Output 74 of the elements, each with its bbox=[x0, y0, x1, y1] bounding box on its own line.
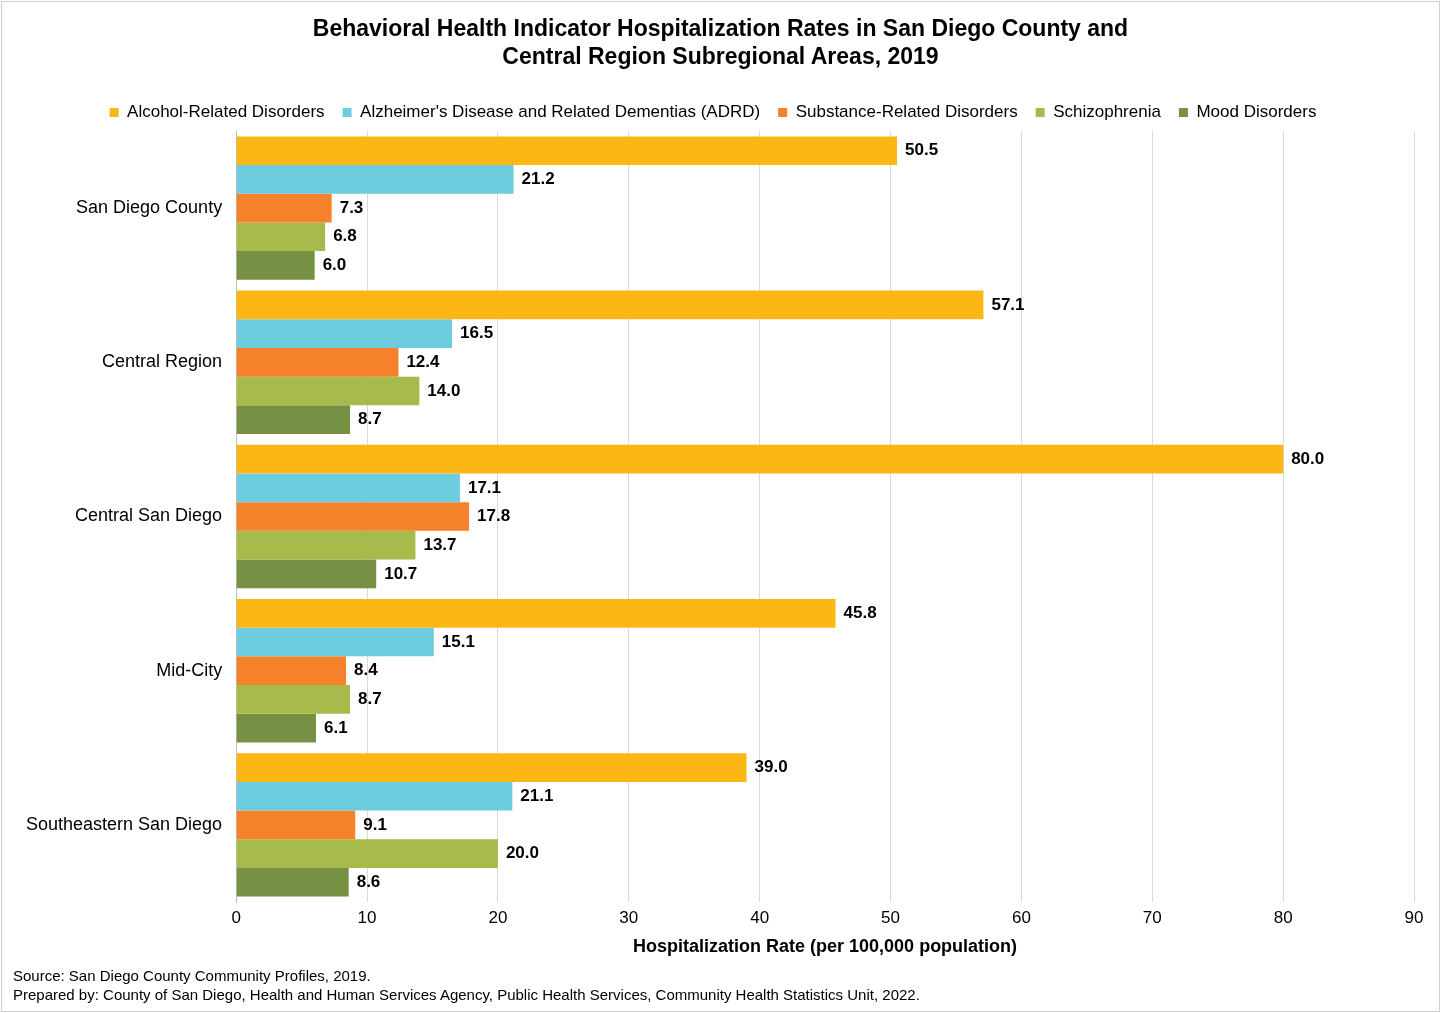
x-tick-label: 50 bbox=[881, 907, 900, 927]
bar bbox=[236, 444, 1284, 474]
x-tick-label: 10 bbox=[357, 907, 377, 927]
x-tick-label: 90 bbox=[1404, 907, 1424, 927]
data-label: 20.0 bbox=[505, 843, 539, 863]
bar bbox=[236, 810, 356, 840]
y-tick-label: San Diego County bbox=[76, 197, 223, 218]
y-tick-label: Central Region bbox=[102, 351, 223, 372]
bar bbox=[236, 713, 316, 743]
chart-title: Behavioral Health Indicator Hospitalization Rates in San Diego County and Central Region Subregional Areas, 2019 bbox=[311, 14, 1130, 70]
x-tick-label: 30 bbox=[619, 907, 639, 927]
source-note: Source: San Diego County Community Profiles, 2019. bbox=[13, 966, 372, 985]
bar bbox=[236, 753, 747, 782]
data-label: 8.6 bbox=[356, 871, 381, 891]
bar bbox=[236, 136, 898, 166]
x-tick-label: 60 bbox=[1011, 907, 1031, 927]
legend-label: Alcohol-Related Disorders bbox=[127, 102, 325, 122]
bar bbox=[236, 347, 399, 377]
bar bbox=[236, 319, 453, 348]
data-label: 21.2 bbox=[521, 169, 555, 189]
data-label: 6.1 bbox=[323, 717, 348, 737]
data-label: 6.8 bbox=[333, 226, 357, 246]
y-tick-label: Central San Diego bbox=[75, 505, 223, 526]
data-label: 8.7 bbox=[358, 689, 382, 709]
bar bbox=[236, 867, 349, 897]
data-label: 14.0 bbox=[427, 380, 461, 400]
data-label: 6.0 bbox=[322, 255, 347, 275]
data-label: 21.1 bbox=[520, 785, 554, 805]
x-tick-label: 70 bbox=[1142, 907, 1162, 927]
x-tick-label: 20 bbox=[488, 907, 508, 927]
bar bbox=[236, 376, 420, 406]
data-label: 13.7 bbox=[423, 534, 457, 554]
data-label: 17.8 bbox=[477, 506, 511, 526]
data-label: 50.5 bbox=[905, 140, 939, 160]
data-label: 80.0 bbox=[1291, 448, 1325, 468]
text: Prepared by: County of San Diego, Health and Human Services Agency, Public Health Services, Community Health Statistics Unit, 2022. bbox=[13, 985, 920, 1004]
x-axis-title: Hospitalization Rate (per 100,000 population) bbox=[633, 936, 1018, 957]
bar bbox=[236, 502, 470, 531]
x-tick-label: 80 bbox=[1273, 907, 1293, 927]
bar bbox=[236, 656, 347, 686]
y-tick-label: Southeastern San Diego bbox=[26, 813, 223, 834]
data-label: 12.4 bbox=[406, 351, 441, 371]
data-label: 8.7 bbox=[358, 409, 382, 429]
data-label: 15.1 bbox=[441, 631, 475, 651]
bar bbox=[236, 627, 434, 657]
bar bbox=[236, 405, 350, 434]
bar bbox=[236, 781, 513, 811]
legend-label: Mood Disorders bbox=[1196, 102, 1317, 122]
data-label: 16.5 bbox=[460, 323, 494, 343]
data-label: 45.8 bbox=[843, 603, 877, 623]
data-label: 9.1 bbox=[363, 814, 387, 834]
y-tick-label: Mid-City bbox=[156, 659, 223, 680]
bar bbox=[236, 165, 514, 194]
bar bbox=[236, 839, 498, 868]
data-label: 10.7 bbox=[384, 563, 418, 583]
x-tick-label: 40 bbox=[750, 907, 770, 927]
bar bbox=[236, 559, 377, 589]
data-label: 7.3 bbox=[339, 197, 364, 217]
bar bbox=[236, 685, 350, 714]
data-label: 8.4 bbox=[354, 660, 379, 680]
legend-label: Substance-Related Disorders bbox=[795, 102, 1018, 122]
legend-label: Alzheimer's Disease and Related Dementias (ADRD) bbox=[360, 102, 761, 122]
bar bbox=[236, 251, 315, 280]
bar bbox=[236, 290, 984, 320]
x-tick-label: 0 bbox=[231, 907, 241, 927]
data-label: 17.1 bbox=[467, 477, 502, 497]
bar bbox=[236, 473, 460, 503]
bar bbox=[236, 222, 326, 252]
data-label: 39.0 bbox=[754, 757, 788, 777]
data-label: 57.1 bbox=[991, 294, 1025, 314]
bar bbox=[236, 193, 332, 223]
bar bbox=[236, 599, 836, 628]
legend-label: Schizophrenia bbox=[1053, 102, 1162, 122]
bar bbox=[236, 530, 416, 560]
